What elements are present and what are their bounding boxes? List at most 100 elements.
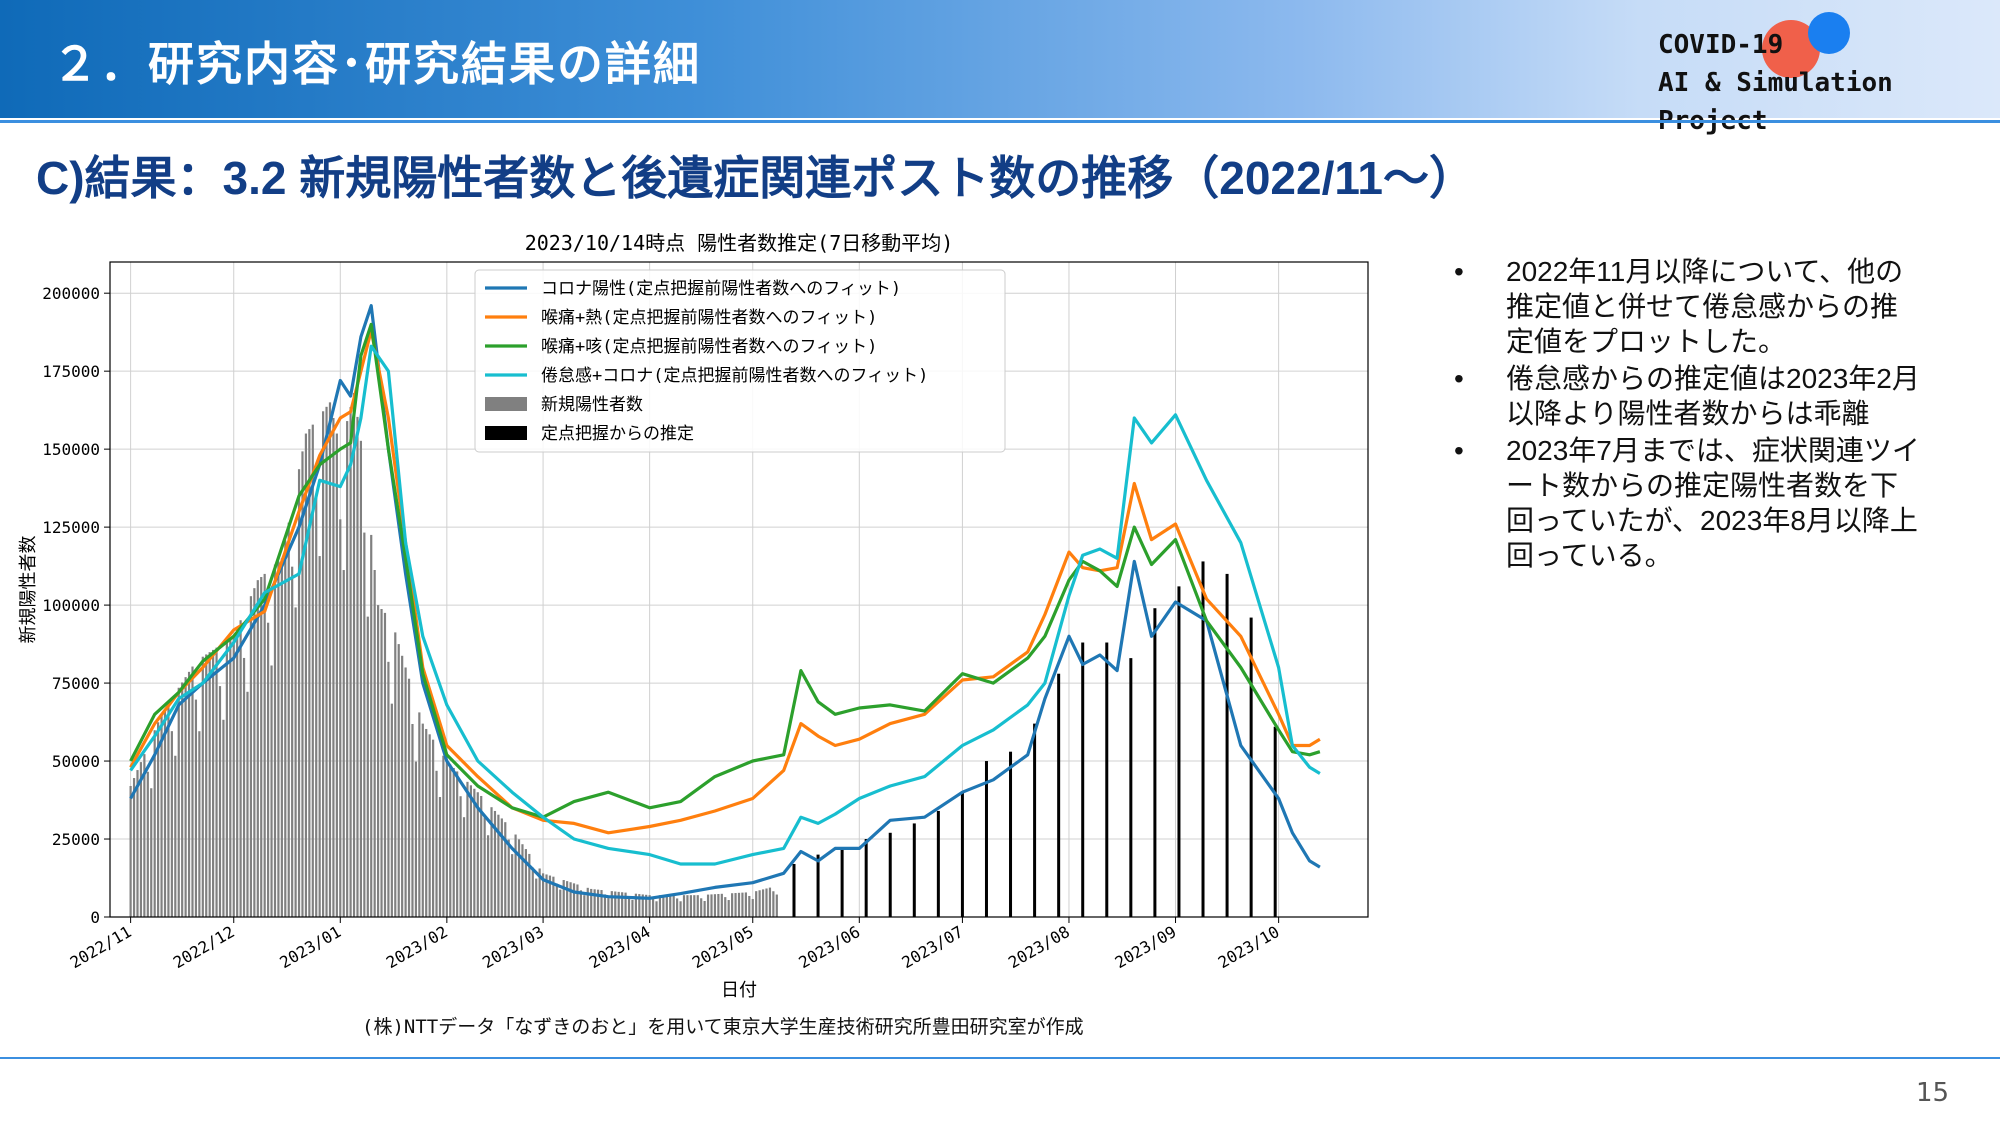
y-tick-label: 100000 bbox=[42, 596, 100, 615]
bar-sentinel-estimate bbox=[840, 848, 844, 917]
bar-new-positive bbox=[748, 895, 751, 917]
bar-new-positive bbox=[775, 894, 778, 917]
bar-new-positive bbox=[469, 785, 473, 917]
bar-sentinel-estimate bbox=[792, 863, 796, 917]
bar-new-positive bbox=[332, 417, 335, 917]
bar-new-positive bbox=[215, 647, 218, 917]
bar-new-positive bbox=[366, 616, 369, 917]
header-divider bbox=[0, 120, 2000, 123]
bar-new-positive bbox=[370, 534, 373, 917]
x-tick-label: 2023/03 bbox=[479, 922, 547, 972]
bar-new-positive bbox=[693, 895, 696, 917]
bar-new-positive bbox=[700, 898, 703, 917]
legend-label: 定点把握からの推定 bbox=[541, 424, 694, 444]
bar-new-positive bbox=[421, 723, 424, 917]
bar-new-positive bbox=[246, 691, 249, 917]
bar-new-positive bbox=[163, 708, 167, 917]
x-tick-label: 2023/04 bbox=[586, 922, 654, 972]
bar-new-positive bbox=[713, 894, 717, 917]
logo-blue-circle-icon bbox=[1808, 12, 1850, 54]
footer-divider bbox=[0, 1057, 2000, 1059]
chart-legend: コロナ陽性(定点把握前陽性者数へのフィット) 喉痛+熱(定点把握前陽性者数へのフィ… bbox=[474, 269, 1006, 453]
bar-new-positive bbox=[548, 875, 552, 917]
bar-new-positive bbox=[751, 899, 754, 917]
bar-new-positive bbox=[686, 895, 689, 917]
bar-sentinel-estimate bbox=[1057, 673, 1061, 917]
bar-new-positive bbox=[194, 699, 198, 917]
bar-new-positive bbox=[397, 644, 400, 917]
bar-new-positive bbox=[621, 892, 624, 917]
bullet-list: • 2022年11月以降について、他の推定値と併せて倦怠感からの推定値をプロットし… bbox=[1450, 254, 1920, 575]
bar-new-positive bbox=[335, 433, 338, 917]
bar-new-positive bbox=[483, 817, 486, 917]
bar-sentinel-estimate bbox=[984, 761, 988, 917]
bar-sentinel-estimate bbox=[912, 823, 916, 917]
bar-new-positive bbox=[596, 889, 600, 917]
bar-new-positive bbox=[462, 817, 466, 917]
legend-label: 倦怠感+コロナ(定点把握前陽性者数へのフィット) bbox=[541, 366, 928, 386]
bar-new-positive bbox=[511, 854, 514, 917]
bar-new-positive bbox=[287, 522, 290, 917]
bar-new-positive bbox=[610, 891, 613, 917]
bar-new-positive bbox=[328, 402, 332, 917]
bar-new-positive bbox=[634, 893, 637, 917]
line-throat-cough bbox=[129, 322, 1321, 819]
bar-new-positive bbox=[239, 620, 242, 917]
bar-new-positive bbox=[431, 739, 435, 917]
bar-new-positive bbox=[146, 771, 149, 917]
bar-new-positive bbox=[593, 889, 596, 917]
x-tick-label: 2023/08 bbox=[1005, 922, 1073, 972]
bar-new-positive bbox=[541, 873, 545, 917]
x-tick-label: 2023/09 bbox=[1112, 922, 1180, 972]
bar-new-positive bbox=[669, 895, 672, 917]
bar-new-positive bbox=[174, 755, 177, 917]
bar-new-positive bbox=[267, 622, 270, 917]
bullet-text: 倦怠感からの推定値は2023年2月以降より陽性者数からは乖離 bbox=[1506, 363, 1920, 429]
x-tick-label: 2022/11 bbox=[67, 922, 135, 972]
bar-new-positive bbox=[514, 834, 517, 917]
y-tick-label: 200000 bbox=[42, 284, 100, 303]
bar-new-positive bbox=[758, 890, 761, 917]
bar-new-positive bbox=[339, 519, 342, 917]
bar-new-positive bbox=[407, 678, 411, 917]
bar-new-positive bbox=[617, 891, 620, 917]
bar-new-positive bbox=[442, 755, 445, 917]
bar-sentinel-estimate bbox=[1081, 642, 1085, 917]
bar-new-positive bbox=[521, 844, 524, 917]
bar-new-positive bbox=[517, 839, 521, 917]
bar-new-positive bbox=[648, 895, 651, 917]
bar-new-positive bbox=[153, 730, 156, 917]
bar-sentinel-estimate bbox=[1009, 751, 1013, 917]
bar-new-positive bbox=[150, 788, 153, 917]
bar-new-positive bbox=[583, 895, 586, 917]
bar-new-positive bbox=[731, 893, 734, 917]
bar-new-positive bbox=[342, 570, 345, 917]
bar-sentinel-estimate bbox=[1225, 573, 1229, 917]
bar-new-positive bbox=[466, 781, 469, 917]
bar-new-positive bbox=[428, 734, 431, 917]
bar-new-positive bbox=[404, 667, 407, 917]
bar-sentinel-estimate bbox=[960, 792, 964, 917]
bar-new-positive bbox=[576, 884, 579, 917]
bar-new-positive bbox=[535, 878, 538, 917]
bar-new-positive bbox=[600, 890, 603, 917]
y-tick-label: 150000 bbox=[42, 440, 100, 459]
bar-new-positive bbox=[232, 636, 235, 917]
bar-new-positive bbox=[572, 883, 576, 917]
bar-new-positive bbox=[500, 818, 503, 917]
bar-new-positive bbox=[187, 671, 191, 917]
bar-new-positive bbox=[755, 891, 758, 917]
chart-credit: (株)NTTデータ「なずきのおと」を用いて東京大学生産技術研究所豊田研究室が作成 bbox=[362, 1016, 1084, 1038]
bar-new-positive bbox=[727, 900, 730, 917]
bar-new-positive bbox=[710, 894, 713, 917]
y-tick-label: 125000 bbox=[42, 518, 100, 537]
bar-sentinel-estimate bbox=[1177, 586, 1181, 917]
bar-new-positive bbox=[157, 722, 160, 917]
bar-sentinel-estimate bbox=[1129, 658, 1133, 917]
bar-new-positive bbox=[507, 839, 510, 917]
bar-new-positive bbox=[438, 797, 442, 917]
bar-new-positive bbox=[734, 893, 737, 917]
bar-new-positive bbox=[651, 898, 655, 917]
bar-new-positive bbox=[349, 407, 352, 917]
